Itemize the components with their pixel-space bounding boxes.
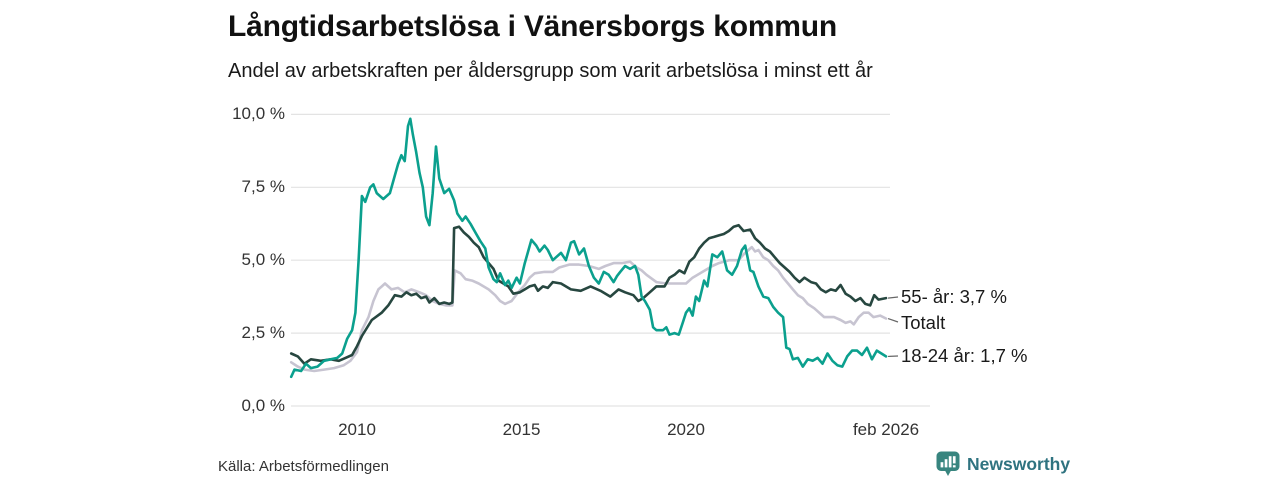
newsworthy-bar-chart-bubble-icon <box>936 451 960 476</box>
x-tick-label-2020: 2020 <box>667 420 705 439</box>
leader-line-55-r <box>887 296 899 299</box>
series-end-label-55: 55- år: 3,7 % <box>901 286 1007 307</box>
page-title: Långtidsarbetslösa i Vänersborgs kommun <box>228 10 838 43</box>
x-tick-label-feb-2026: feb 2026 <box>852 420 920 439</box>
y-tick-label-7.5: 7,5 % <box>241 177 285 197</box>
series-line-55-r <box>289 223 888 366</box>
newsworthy-logo: Newsworthy <box>936 451 1070 477</box>
series-line-18-24-r <box>289 117 888 379</box>
series-line-totalt <box>289 245 888 373</box>
y-tick-label-5: 5,0 % <box>241 250 285 270</box>
newsworthy-wordmark: Newsworthy <box>967 453 1071 474</box>
source-note: Källa: Arbetsförmedlingen <box>218 458 389 475</box>
y-tick-label-0: 0,0 % <box>241 396 285 415</box>
chart-subtitle: Andel av arbetskraften per åldersgrupp s… <box>228 60 873 82</box>
series-end-label-18-24: 18-24 år: 1,7 % <box>901 345 1028 366</box>
leader-line-totalt <box>887 317 899 323</box>
series-end-label-totalt: Totalt <box>901 312 946 333</box>
y-tick-label-10: 10,0 % <box>232 104 285 124</box>
x-tick-label-2015: 2015 <box>502 420 541 439</box>
x-tick-label-2010: 2010 <box>338 420 376 439</box>
y-tick-label-2.5: 2,5 % <box>241 323 285 343</box>
